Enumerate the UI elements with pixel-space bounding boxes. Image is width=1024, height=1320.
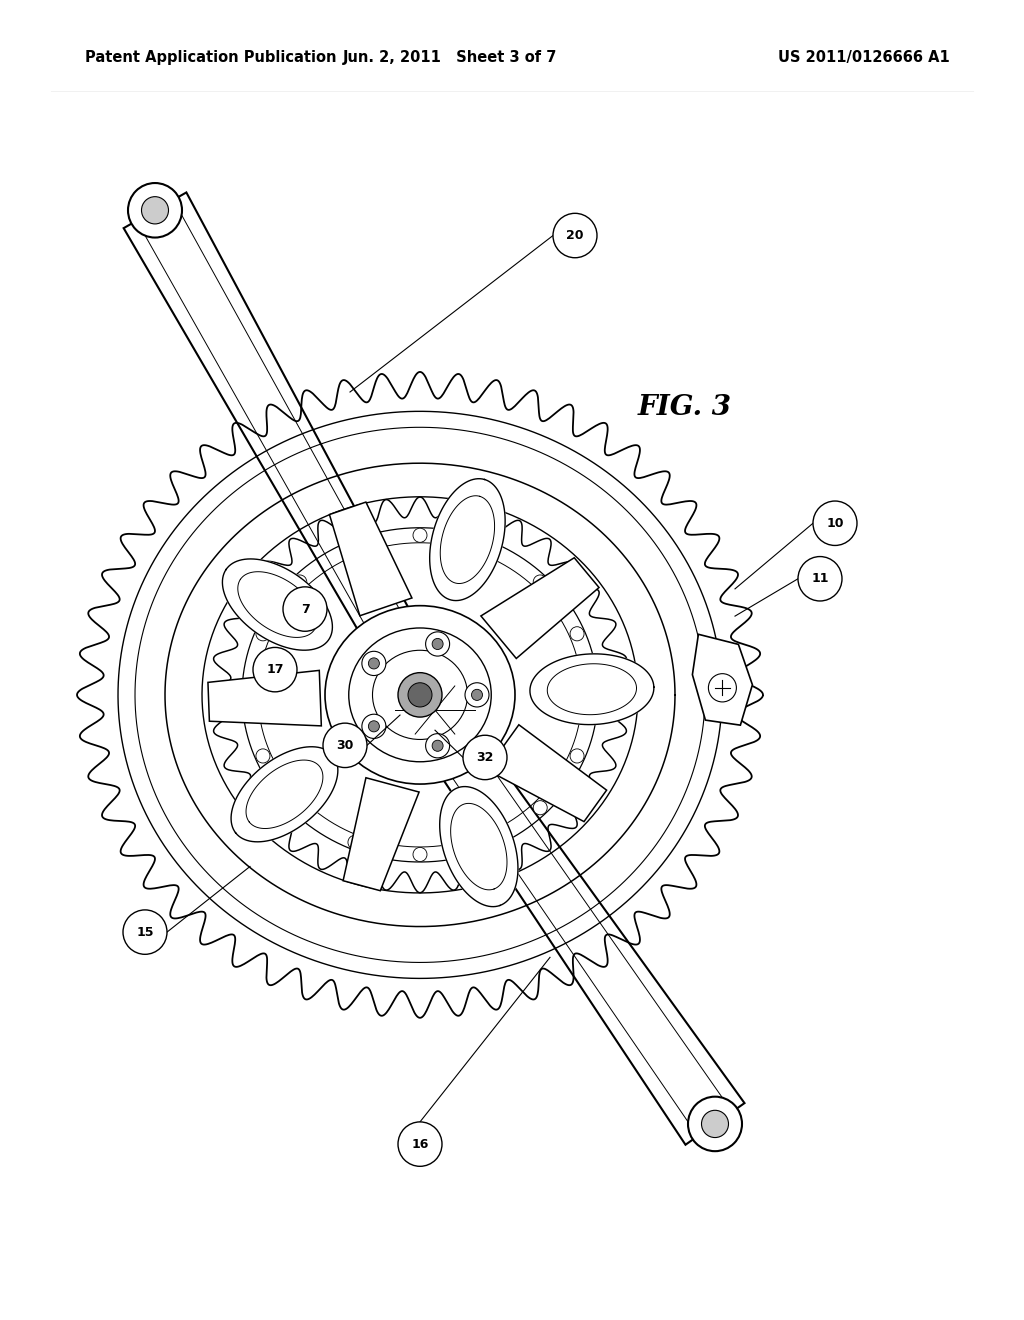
Ellipse shape: [325, 606, 515, 784]
Circle shape: [283, 587, 327, 631]
Text: Jun. 2, 2011   Sheet 3 of 7: Jun. 2, 2011 Sheet 3 of 7: [343, 50, 557, 65]
Circle shape: [398, 673, 442, 717]
Circle shape: [570, 748, 584, 763]
Circle shape: [583, 688, 597, 702]
Polygon shape: [486, 725, 606, 821]
Circle shape: [570, 627, 584, 640]
Circle shape: [361, 651, 386, 676]
Polygon shape: [222, 558, 333, 651]
Text: 17: 17: [266, 663, 284, 676]
Circle shape: [128, 183, 182, 238]
Circle shape: [256, 627, 270, 640]
Circle shape: [413, 847, 427, 862]
Circle shape: [243, 688, 257, 702]
Circle shape: [348, 540, 361, 554]
Circle shape: [253, 647, 297, 692]
Circle shape: [471, 689, 482, 701]
Polygon shape: [692, 635, 753, 725]
Circle shape: [432, 741, 443, 751]
Circle shape: [369, 721, 379, 731]
Circle shape: [798, 557, 842, 601]
Circle shape: [465, 682, 489, 708]
Circle shape: [408, 682, 432, 708]
Polygon shape: [430, 479, 505, 601]
Text: 30: 30: [336, 739, 353, 752]
Text: US 2011/0126666 A1: US 2011/0126666 A1: [778, 50, 950, 65]
Circle shape: [413, 528, 427, 543]
Circle shape: [369, 657, 379, 669]
Circle shape: [709, 673, 736, 702]
Circle shape: [478, 836, 493, 849]
Circle shape: [141, 197, 169, 224]
Circle shape: [553, 214, 597, 257]
Circle shape: [323, 723, 367, 767]
Text: 10: 10: [826, 516, 844, 529]
Text: 15: 15: [136, 925, 154, 939]
Circle shape: [813, 502, 857, 545]
Ellipse shape: [373, 651, 468, 739]
Text: 16: 16: [412, 1138, 429, 1151]
Circle shape: [478, 540, 493, 554]
Text: 7: 7: [301, 602, 309, 615]
Polygon shape: [231, 747, 338, 842]
Polygon shape: [343, 777, 419, 891]
Circle shape: [123, 909, 167, 954]
Circle shape: [534, 576, 547, 589]
Polygon shape: [208, 671, 322, 726]
Circle shape: [293, 576, 307, 589]
Circle shape: [463, 735, 507, 780]
Text: Patent Application Publication: Patent Application Publication: [85, 50, 337, 65]
Text: 32: 32: [476, 751, 494, 764]
Polygon shape: [403, 690, 744, 1144]
Circle shape: [293, 801, 307, 814]
Text: FIG. 3: FIG. 3: [638, 393, 732, 421]
Circle shape: [426, 632, 450, 656]
Circle shape: [398, 1122, 442, 1167]
Polygon shape: [330, 502, 412, 615]
Text: 20: 20: [566, 230, 584, 242]
Circle shape: [432, 639, 443, 649]
Polygon shape: [124, 193, 442, 698]
Circle shape: [688, 1097, 742, 1151]
Circle shape: [361, 714, 386, 738]
Polygon shape: [530, 653, 654, 725]
Circle shape: [426, 734, 450, 758]
Ellipse shape: [349, 628, 492, 762]
Circle shape: [701, 1110, 728, 1138]
Text: 11: 11: [811, 573, 828, 585]
Circle shape: [534, 801, 547, 814]
Circle shape: [348, 836, 361, 849]
Polygon shape: [439, 787, 518, 907]
Polygon shape: [481, 558, 599, 659]
Polygon shape: [364, 660, 507, 760]
Circle shape: [256, 748, 270, 763]
